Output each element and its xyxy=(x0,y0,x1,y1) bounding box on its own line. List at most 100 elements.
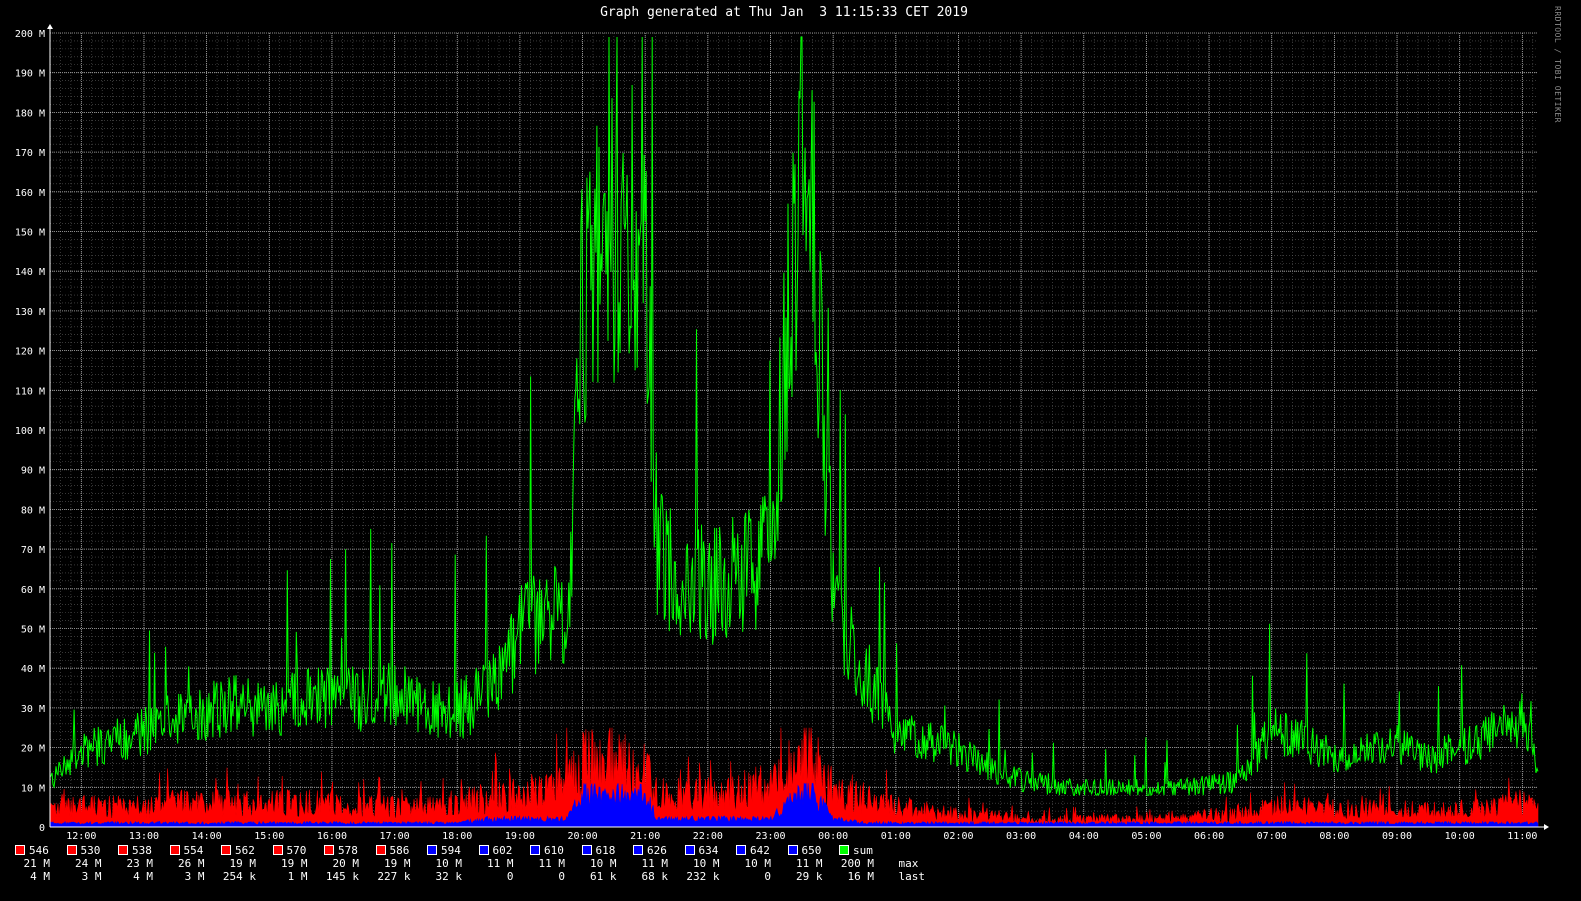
x-tick-label: 03:00 xyxy=(1006,831,1036,842)
legend-item: 602 xyxy=(478,844,513,857)
legend-max-value: 19 M xyxy=(229,857,257,870)
legend-max-value: 24 M xyxy=(75,857,102,870)
y-tick-label: 110 M xyxy=(15,386,45,397)
legend-label: 650 xyxy=(801,844,822,857)
legend-item: 594 xyxy=(427,844,461,857)
red-series-area xyxy=(49,727,1539,828)
legend-item: 626 xyxy=(633,844,667,857)
y-tick-label: 40 M xyxy=(21,664,45,675)
y-tick-label: 80 M xyxy=(21,505,45,516)
legend-max-value: 20 M xyxy=(332,857,360,870)
legend-swatch xyxy=(684,845,695,855)
legend-label: 602 xyxy=(492,844,513,857)
y-tick-label: 150 M xyxy=(15,228,45,239)
x-tick-label: 23:00 xyxy=(755,831,785,842)
y-tick-label: 50 M xyxy=(21,625,45,636)
legend-label: 538 xyxy=(132,844,152,857)
x-tick-label: 10:00 xyxy=(1445,831,1475,842)
legend-item: 634 xyxy=(684,844,718,857)
x-tick-label: 15:00 xyxy=(254,831,284,842)
legend-last-value: 232 k xyxy=(686,870,720,883)
y-axis-arrow xyxy=(47,24,53,29)
x-tick-label: 20:00 xyxy=(567,831,597,842)
x-tick-label: 00:00 xyxy=(818,831,848,842)
x-tick-label: 07:00 xyxy=(1257,831,1287,842)
x-tick-label: 11:00 xyxy=(1507,831,1537,842)
legend-max-value: 11 M xyxy=(796,857,823,870)
legend-swatch xyxy=(324,845,334,855)
legend-last-value: 68 k xyxy=(641,870,669,883)
series-blue-area xyxy=(49,782,1539,828)
legend-swatch xyxy=(221,845,231,855)
y-tick-label: 160 M xyxy=(15,188,45,199)
legend-last-value: 32 k xyxy=(435,870,463,883)
y-tick-label: 190 M xyxy=(15,69,45,80)
legend-swatch xyxy=(839,845,849,855)
legend-item: 642 xyxy=(736,844,770,857)
legend-last-value: 3 M xyxy=(81,870,102,883)
legend-label: 626 xyxy=(647,844,667,857)
x-tick-label: 22:00 xyxy=(693,831,723,842)
legend-last-value: 0 xyxy=(558,870,565,883)
legend-label: 586 xyxy=(389,844,410,857)
x-tick-label: 19:00 xyxy=(505,831,535,842)
series-red-area xyxy=(49,727,1539,828)
legend-last-value: 4 M xyxy=(30,870,50,883)
x-tick-label: 02:00 xyxy=(943,831,973,842)
legend-max-value: 10 M xyxy=(435,857,463,870)
legend-label: 594 xyxy=(441,844,461,857)
legend-max-value: 19 M xyxy=(281,857,308,870)
legend-label: 546 xyxy=(29,844,49,857)
legend-label: 530 xyxy=(80,844,101,857)
legend-last-value: 145 k xyxy=(325,870,359,883)
y-tick-label: 170 M xyxy=(15,148,45,159)
legend-swatch xyxy=(478,845,489,855)
legend-swatch xyxy=(15,845,25,855)
legend-last-value: 16 M xyxy=(847,870,875,883)
x-tick-label: 01:00 xyxy=(881,831,911,842)
legend-swatch xyxy=(427,845,437,855)
axes xyxy=(47,24,1549,830)
y-tick-labels: 0 10 M 20 M 30 M 40 M 50 M 60 M 70 M 80 M 90 M 100… xyxy=(15,29,45,834)
legend-swatch xyxy=(787,845,798,855)
x-tick-label: 05:00 xyxy=(1131,831,1161,842)
legend-max-value: 10 M xyxy=(590,857,617,870)
x-tick-label: 04:00 xyxy=(1069,831,1099,842)
legend-swatch xyxy=(633,845,643,855)
y-tick-label: 180 M xyxy=(15,108,45,119)
x-tick-label: 09:00 xyxy=(1382,831,1412,842)
y-tick-label: 120 M xyxy=(15,347,45,358)
legend-last-value: 0 xyxy=(506,870,514,883)
y-tick-label: 20 M xyxy=(21,744,45,755)
legend-max-value: 19 M xyxy=(384,857,411,870)
x-tick-label: 17:00 xyxy=(380,831,410,842)
legend-row-label: last xyxy=(898,870,926,883)
blue-series-area xyxy=(49,782,1539,828)
legend-last-value: 3 M xyxy=(184,870,205,883)
legend-max-value: 11 M xyxy=(538,857,566,870)
y-tick-label: 90 M xyxy=(21,466,45,477)
legend-swatch xyxy=(736,845,746,855)
legend-swatch xyxy=(272,845,283,855)
legend-item: 546 xyxy=(15,844,49,857)
legend-max-value: 11 M xyxy=(641,857,669,870)
legend-label: 554 xyxy=(183,844,204,857)
legend-max-value: 21 M xyxy=(23,857,51,870)
legend-last-value: 61 k xyxy=(590,870,617,883)
legend-item: 554 xyxy=(169,844,204,857)
legend-label: 570 xyxy=(286,844,307,857)
x-tick-label: 14:00 xyxy=(192,831,222,842)
legend-item: 570 xyxy=(272,844,307,857)
legend-max-value: 26 M xyxy=(178,857,205,870)
y-tick-label: 60 M xyxy=(21,585,45,596)
legend-item: 618 xyxy=(581,844,615,857)
y-tick-label: 0 xyxy=(39,823,45,834)
legend-label: 610 xyxy=(544,844,564,857)
legend-label: sum xyxy=(853,844,873,857)
legend-last-value: 4 M xyxy=(133,870,153,883)
legend-swatch xyxy=(118,845,128,855)
legend-max-value: 23 M xyxy=(126,857,154,870)
legend-item: 610 xyxy=(530,844,564,857)
legend-last-value: 254 k xyxy=(222,870,256,883)
x-axis-arrow xyxy=(1544,824,1549,830)
